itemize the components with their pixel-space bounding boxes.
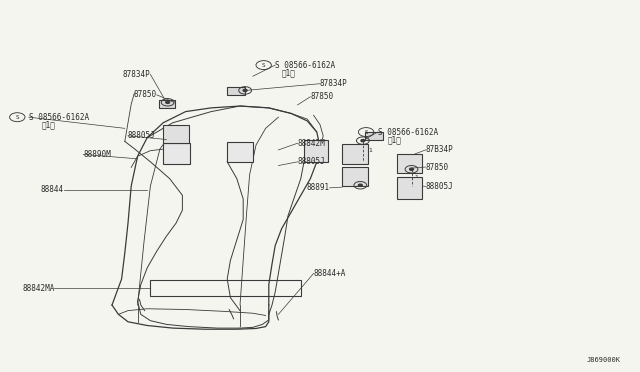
Text: 〈1〉: 〈1〉: [387, 135, 401, 144]
Bar: [342, 167, 368, 186]
Text: 88842M: 88842M: [298, 139, 325, 148]
Text: S: S: [15, 115, 19, 120]
Text: 88805J: 88805J: [128, 131, 156, 140]
Bar: [159, 100, 175, 108]
Bar: [365, 132, 383, 140]
Text: S 08566-6162A: S 08566-6162A: [275, 61, 335, 70]
Text: S: S: [364, 129, 368, 135]
Text: 88890M: 88890M: [83, 150, 111, 159]
Bar: [397, 177, 422, 199]
Text: 88842MA: 88842MA: [22, 284, 54, 293]
Bar: [304, 140, 328, 162]
Circle shape: [243, 89, 247, 92]
Text: S: S: [262, 62, 266, 68]
Circle shape: [358, 184, 362, 186]
Bar: [227, 87, 245, 95]
Circle shape: [361, 140, 365, 142]
Bar: [227, 142, 253, 162]
Text: 87850: 87850: [310, 92, 333, 101]
Text: 87850: 87850: [134, 90, 157, 99]
Text: 1: 1: [415, 174, 419, 180]
Text: 88891: 88891: [307, 183, 330, 192]
Text: 88805J: 88805J: [426, 182, 453, 191]
Text: S 08566-6162A: S 08566-6162A: [378, 128, 438, 137]
Text: 88805J: 88805J: [298, 157, 325, 166]
Bar: [163, 143, 190, 164]
Bar: [150, 280, 301, 296]
Text: 〈1〉: 〈1〉: [42, 120, 56, 129]
Text: 〈1〉: 〈1〉: [282, 68, 296, 77]
Text: 1: 1: [368, 148, 372, 153]
Text: 87834P: 87834P: [320, 79, 348, 88]
Text: J869000K: J869000K: [587, 357, 621, 363]
Text: 87B34P: 87B34P: [426, 145, 453, 154]
Circle shape: [410, 168, 413, 170]
Text: 88844: 88844: [41, 185, 64, 194]
Bar: [397, 154, 422, 173]
Text: 87850: 87850: [426, 163, 449, 171]
Text: S 08566-6162A: S 08566-6162A: [29, 113, 89, 122]
Text: 88844+A: 88844+A: [314, 269, 346, 278]
Bar: [163, 125, 189, 143]
Text: 87834P: 87834P: [123, 70, 150, 79]
Bar: [342, 144, 368, 164]
Circle shape: [166, 101, 170, 103]
